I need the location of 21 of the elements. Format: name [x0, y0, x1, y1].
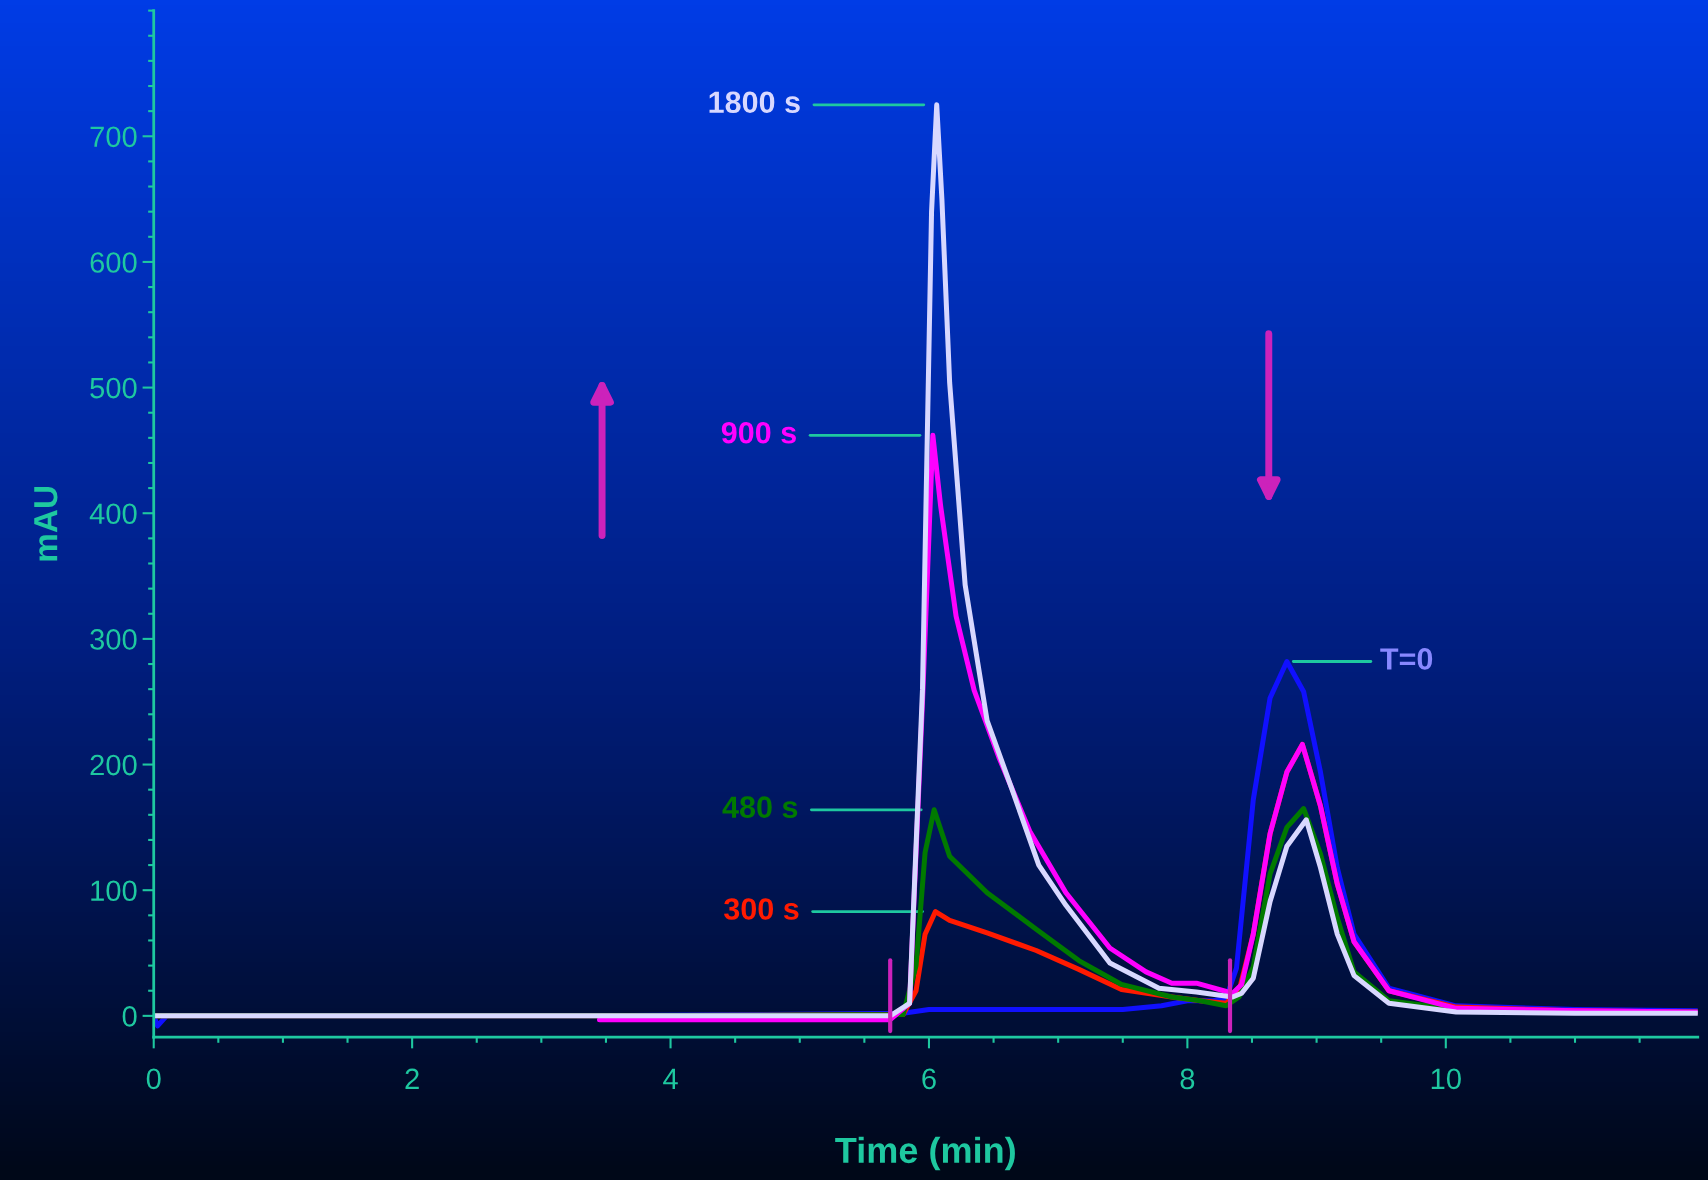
text: 1800 s	[709, 91, 800, 114]
x-axis-title: Time (min)	[835, 1136, 1015, 1171]
x-tick-label: 10	[1431, 1068, 1461, 1090]
x-tick-label: 2	[405, 1068, 419, 1089]
y-tick-label: 700	[90, 126, 137, 148]
y-tick-label: 400	[89, 503, 137, 525]
y-tick-label: 500	[90, 377, 137, 399]
text: 900 s	[721, 421, 796, 444]
y-tick-label: 0	[122, 1006, 137, 1027]
y-axis-title: mAU	[34, 487, 58, 561]
x-tick-label: 6	[922, 1068, 936, 1090]
x-tick-label: 8	[1180, 1068, 1195, 1090]
text: T=0	[1380, 648, 1433, 670]
text: 300 s	[724, 898, 799, 920]
text: 480 s	[722, 796, 798, 818]
y-tick-label: 300	[90, 629, 137, 650]
y-tick-label: 100	[91, 880, 137, 902]
x-tick-label: 4	[663, 1068, 678, 1089]
x-tick-label: 0	[146, 1068, 161, 1090]
y-tick-label: 200	[90, 754, 137, 776]
y-tick-label: 600	[90, 252, 137, 273]
